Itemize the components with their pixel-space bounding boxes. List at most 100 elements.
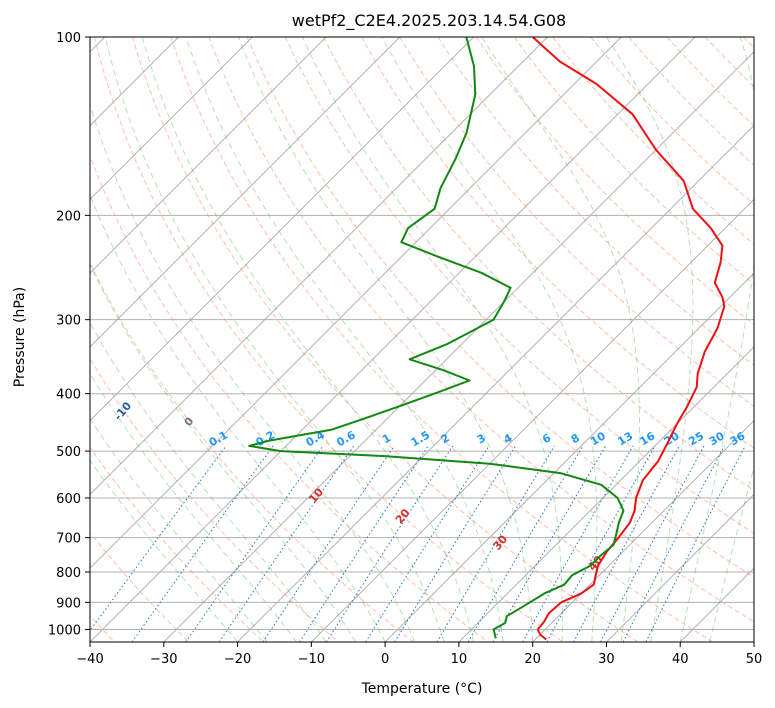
isotherm-line — [90, 37, 696, 642]
y-tick-label: 300 — [56, 314, 81, 329]
x-tick-label: 30 — [598, 652, 615, 667]
isotherm-line — [679, 567, 754, 642]
mixing-ratio-line — [467, 445, 584, 642]
mixing-ratio-line — [622, 445, 725, 642]
isotherm-line — [458, 346, 754, 642]
y-tick-label: 900 — [56, 596, 81, 611]
axis-ticks: −40 −30 −20 −10 0 10 20 30 40 5010020030040050060… — [48, 31, 762, 667]
dry-adiabat-line — [628, 37, 754, 166]
mixing-ratio-line — [645, 445, 746, 642]
dry-adiabat-line — [399, 37, 754, 408]
mixing-ratio-label: 1 — [380, 431, 393, 446]
mixing-ratio-line — [522, 445, 634, 642]
isotherm-line — [753, 641, 754, 642]
profiles — [248, 37, 726, 641]
dry-adiabat-line — [475, 37, 754, 326]
x-tick-label: 50 — [746, 652, 763, 667]
plot-frame — [89, 36, 755, 643]
background-lines — [90, 37, 754, 642]
y-tick-label: 100 — [56, 31, 81, 46]
moist-adiabat-line — [481, 37, 640, 642]
dry-adiabat-line — [90, 446, 265, 642]
temperature-profile-line — [532, 37, 726, 641]
y-tick-label: 700 — [56, 532, 81, 547]
mixing-ratio-line — [262, 445, 395, 642]
isotherm-line — [90, 37, 327, 274]
dry-adiabat-line — [132, 37, 639, 642]
mixing-ratio-line — [394, 445, 517, 642]
y-axis-label: Pressure (hPa) — [12, 287, 28, 387]
mixing-ratio-line — [436, 445, 555, 642]
isotherm-line — [90, 37, 401, 348]
y-tick-label: 200 — [56, 209, 81, 224]
mixing-ratio-line — [600, 445, 705, 642]
mixing-ratio-label: 20 — [662, 429, 682, 448]
dry-adiabat-line — [170, 37, 713, 642]
moist-adiabat-line — [238, 37, 534, 642]
y-tick-label: 400 — [56, 388, 81, 403]
x-tick-label: −30 — [150, 652, 177, 667]
moist-adiabat-line — [104, 37, 445, 642]
dry-adiabat-line — [361, 37, 754, 449]
dry-adiabat-line — [93, 37, 564, 642]
x-tick-label: −20 — [224, 652, 251, 667]
mixing-ratio-line — [90, 445, 227, 632]
isotherm-line — [532, 419, 754, 642]
mixing-ratio-label: 30 — [707, 429, 727, 448]
moist-adiabat-line — [605, 37, 694, 642]
mixing-ratio-label: 4 — [501, 431, 514, 446]
dry-adiabat-line — [284, 37, 754, 535]
mixing-ratio-line — [573, 445, 680, 642]
dry-adiabat-line — [323, 37, 754, 492]
isotherm-line — [90, 37, 253, 201]
dewpoint-profile-line — [248, 37, 625, 639]
mixing-ratio-label: 8 — [569, 431, 582, 446]
chart-title: wetPf2_C2E4.2025.203.14.54.G08 — [292, 11, 566, 31]
mixing-ratio-line — [185, 445, 324, 642]
dry-adiabat-label: 40 — [586, 553, 606, 573]
moist-adiabat-line — [185, 37, 504, 642]
mixing-ratio-label: 2 — [439, 431, 452, 446]
isotherm-line — [90, 37, 475, 422]
mixing-ratio-label: 3 — [475, 431, 488, 446]
dry-adiabat-line — [90, 357, 339, 642]
y-tick-label: 800 — [56, 566, 81, 581]
dry-adiabat-line — [705, 37, 754, 88]
isotherm-line — [90, 37, 622, 569]
dry-adiabat-line — [590, 37, 754, 206]
moist-adiabat-line — [90, 102, 416, 642]
mixing-ratio-label: 1.5 — [409, 428, 432, 449]
x-tick-label: −40 — [76, 652, 103, 667]
moist-adiabat-line — [90, 321, 327, 642]
dry-adiabat-line — [90, 154, 489, 642]
dry-adiabat-line — [743, 37, 754, 49]
mixing-ratio-line — [365, 445, 490, 642]
dry-adiabat-label: 30 — [490, 532, 510, 552]
mixing-ratio-label: 13 — [615, 429, 635, 448]
mixing-ratio-label: 0.6 — [334, 428, 358, 449]
mixing-ratio-label: 16 — [638, 429, 658, 448]
dry-adiabat-line — [208, 37, 754, 623]
mixing-ratio-line — [325, 445, 454, 642]
isotherm-line — [237, 124, 754, 642]
isotherm-line — [310, 198, 754, 642]
moist-adiabat-line — [302, 37, 563, 642]
moist-adiabat-line — [90, 459, 238, 642]
x-tick-label: 40 — [672, 652, 689, 667]
dry-adiabat-label: -10 — [111, 399, 134, 423]
x-tick-label: −10 — [298, 652, 325, 667]
dry-adiabat-line — [246, 37, 754, 578]
dry-adiabat-line — [513, 37, 754, 285]
moist-adiabat-line — [90, 372, 297, 642]
isotherm-line — [384, 272, 754, 642]
moist-adiabat-line — [90, 193, 386, 642]
dry-adiabat-line — [437, 37, 754, 366]
mixing-ratio-line — [546, 445, 656, 642]
dry-adiabat-line — [90, 531, 190, 642]
dry-adiabat-line — [552, 37, 754, 245]
isotherm-line — [90, 37, 548, 496]
moist-adiabat-line — [709, 464, 754, 642]
dry-adiabat-label: 20 — [393, 506, 413, 526]
